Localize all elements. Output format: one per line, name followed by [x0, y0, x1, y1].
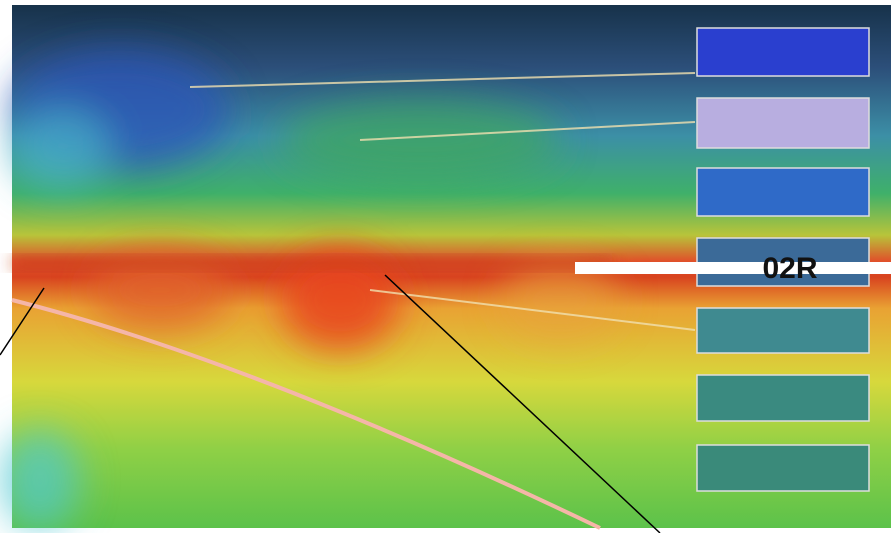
runway-label: 02R [762, 252, 817, 285]
red-band [12, 258, 612, 268]
pointer-lines [189, 72, 696, 331]
heat-blobs [0, 50, 620, 530]
callout-lines [0, 274, 661, 533]
track-line [11, 298, 601, 530]
runway-bar [575, 262, 891, 274]
info-boxes [696, 27, 870, 492]
